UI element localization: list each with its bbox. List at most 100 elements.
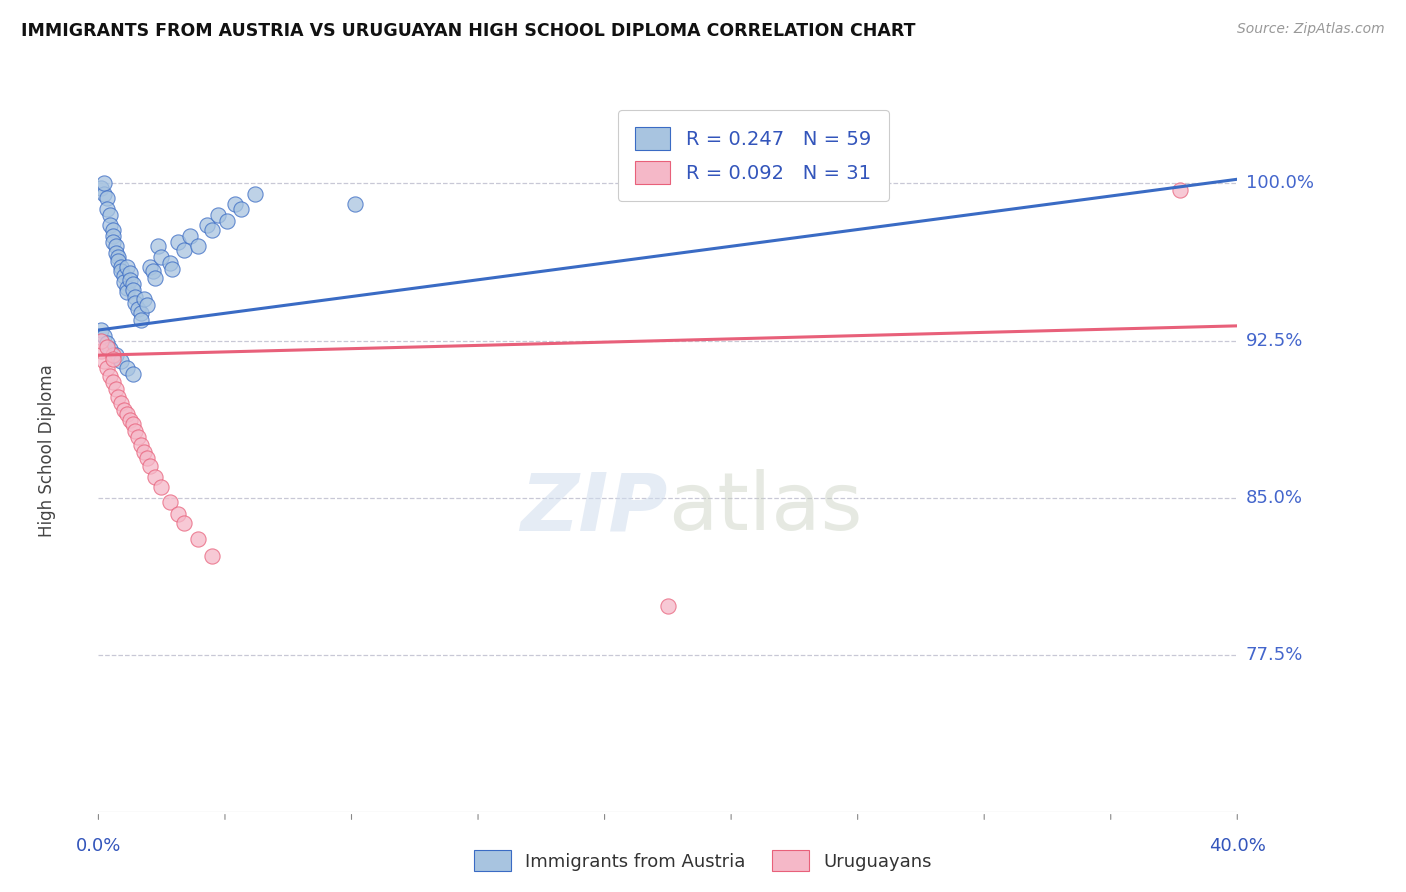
Point [129, 306, 152, 320]
Point [127, 302, 149, 317]
Point [96, 335, 118, 350]
Point [115, 260, 138, 275]
Point [112, 275, 135, 289]
Point [145, 270, 167, 285]
Point [138, 260, 160, 275]
Point [98, 369, 121, 384]
Point [96, 191, 118, 205]
Point [118, 413, 141, 427]
Point [201, 222, 224, 236]
Text: IMMIGRANTS FROM AUSTRIA VS URUGUAYAN HIGH SCHOOL DIPLOMA CORRELATION CHART: IMMIGRANTS FROM AUSTRIA VS URUGUAYAN HIG… [21, 22, 915, 40]
Point [187, 533, 209, 547]
Legend: R = 0.247   N = 59, R = 0.092   N = 31: R = 0.247 N = 59, R = 0.092 N = 31 [617, 110, 889, 202]
Point [118, 267, 141, 281]
Point [135, 298, 157, 312]
Point [121, 417, 143, 432]
Point [173, 244, 195, 258]
Point [101, 376, 124, 390]
Point [201, 549, 224, 564]
Text: 0.0%: 0.0% [76, 837, 121, 855]
Text: 100.0%: 100.0% [1246, 175, 1313, 193]
Point [657, 599, 679, 614]
Point [224, 197, 246, 211]
Point [150, 250, 173, 264]
Point [90, 323, 112, 337]
Point [107, 250, 129, 264]
Point [1170, 183, 1192, 197]
Point [179, 228, 201, 243]
Point [141, 264, 163, 278]
Point [159, 256, 181, 270]
Point [93, 186, 115, 201]
Point [148, 239, 170, 253]
Point [129, 312, 152, 326]
Point [129, 438, 152, 452]
Point [104, 382, 127, 396]
Text: ZIP: ZIP [520, 469, 668, 548]
Point [145, 469, 167, 483]
Point [132, 292, 155, 306]
Point [187, 239, 209, 253]
Point [121, 367, 143, 381]
Point [115, 281, 138, 295]
Point [124, 289, 146, 303]
Point [96, 360, 118, 375]
Point [150, 480, 173, 494]
Point [159, 495, 181, 509]
Point [138, 459, 160, 474]
Point [115, 407, 138, 421]
Point [112, 268, 135, 283]
Point [90, 334, 112, 348]
Point [195, 219, 218, 233]
Point [343, 197, 366, 211]
Point [124, 424, 146, 438]
Point [167, 508, 190, 522]
Point [96, 340, 118, 354]
Point [101, 235, 124, 249]
Point [115, 285, 138, 300]
Point [96, 202, 118, 216]
Point [229, 202, 252, 216]
Text: 92.5%: 92.5% [1246, 332, 1303, 350]
Point [98, 208, 121, 222]
Point [101, 352, 124, 367]
Point [127, 430, 149, 444]
Point [112, 402, 135, 417]
Text: atlas: atlas [668, 469, 862, 548]
Point [207, 208, 229, 222]
Text: Source: ZipAtlas.com: Source: ZipAtlas.com [1237, 22, 1385, 37]
Legend: Immigrants from Austria, Uruguayans: Immigrants from Austria, Uruguayans [467, 843, 939, 879]
Point [173, 516, 195, 530]
Point [110, 264, 132, 278]
Point [104, 348, 127, 362]
Text: 40.0%: 40.0% [1209, 837, 1265, 855]
Point [93, 354, 115, 368]
Text: 77.5%: 77.5% [1246, 646, 1303, 664]
Point [104, 245, 127, 260]
Point [93, 329, 115, 343]
Point [90, 343, 112, 358]
Text: 85.0%: 85.0% [1246, 489, 1302, 507]
Point [167, 235, 190, 249]
Point [101, 228, 124, 243]
Point [115, 360, 138, 375]
Point [162, 262, 184, 277]
Point [98, 219, 121, 233]
Point [107, 390, 129, 404]
Point [98, 342, 121, 356]
Point [90, 180, 112, 194]
Point [110, 354, 132, 368]
Point [124, 295, 146, 310]
Point [132, 444, 155, 458]
Point [121, 277, 143, 291]
Text: High School Diploma: High School Diploma [38, 364, 56, 537]
Point [118, 273, 141, 287]
Point [107, 254, 129, 268]
Point [243, 186, 266, 201]
Point [110, 396, 132, 410]
Point [135, 450, 157, 465]
Point [121, 283, 143, 297]
Point [110, 260, 132, 275]
Point [101, 348, 124, 362]
Point [101, 222, 124, 236]
